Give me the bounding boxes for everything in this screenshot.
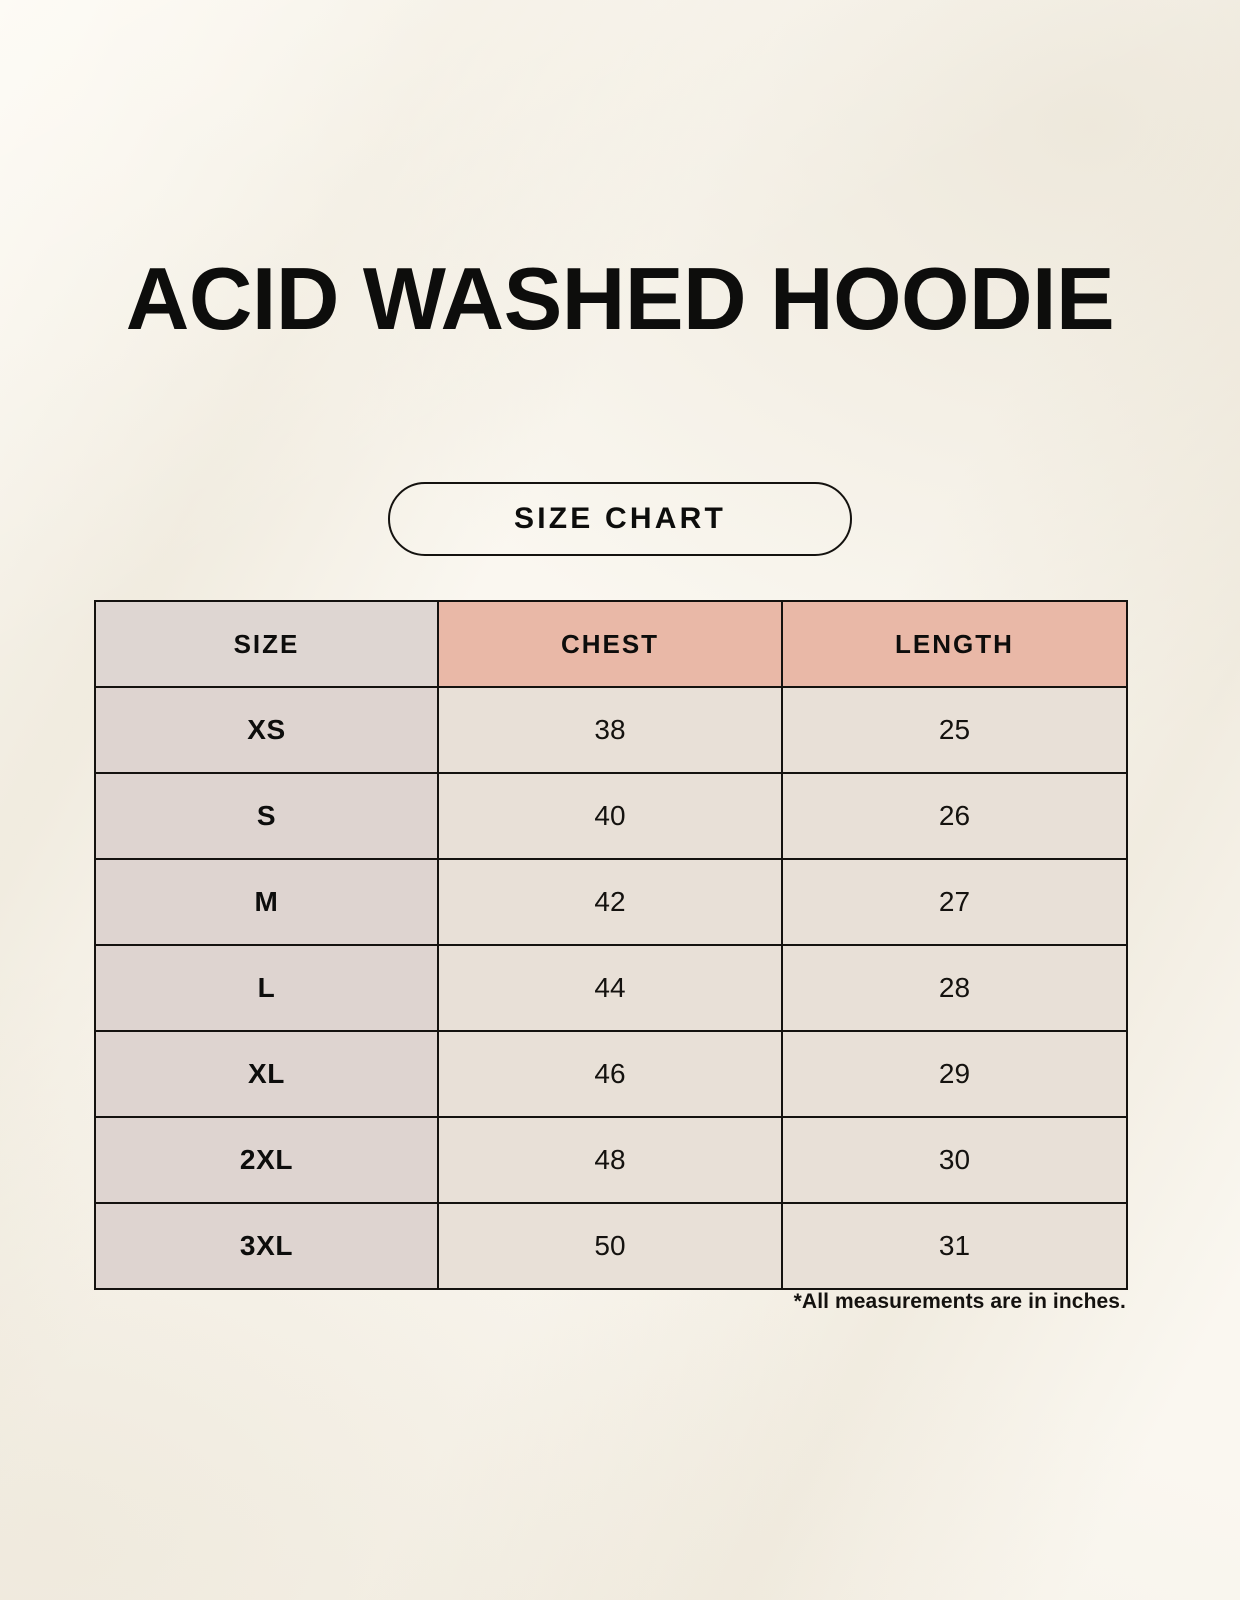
badge-row: SIZE CHART [0, 482, 1240, 556]
table-row: 2XL 48 30 [94, 1116, 1128, 1204]
measurement-note: *All measurements are in inches. [793, 1290, 1126, 1313]
cell-chest: 42 [437, 858, 783, 946]
cell-size: M [94, 858, 439, 946]
cell-size: S [94, 772, 439, 860]
table-row: L 44 28 [94, 944, 1128, 1032]
page-title: ACID WASHED HOODIE [125, 249, 1115, 348]
table-row: XL 46 29 [94, 1030, 1128, 1118]
cell-size: 2XL [94, 1116, 439, 1204]
cell-chest: 40 [437, 772, 783, 860]
cell-size: XL [94, 1030, 439, 1118]
table-row: 3XL 50 31 [94, 1202, 1128, 1290]
size-chart-badge: SIZE CHART [388, 482, 852, 556]
table-body: XS 38 25 S 40 26 M 42 27 L 44 28 [94, 686, 1128, 1290]
title-block: ACID WASHED HOODIE [0, 249, 1240, 348]
cell-size: 3XL [94, 1202, 439, 1290]
cell-chest: 50 [437, 1202, 783, 1290]
table-header-row: SIZE CHEST LENGTH [94, 600, 1128, 688]
cell-size: L [94, 944, 439, 1032]
cell-chest: 44 [437, 944, 783, 1032]
cell-chest: 46 [437, 1030, 783, 1118]
cell-chest: 48 [437, 1116, 783, 1204]
size-table-wrapper: SIZE CHEST LENGTH XS 38 25 S 40 26 M [94, 600, 1128, 1290]
table-row: XS 38 25 [94, 686, 1128, 774]
table-header: SIZE CHEST LENGTH [94, 600, 1128, 688]
cell-chest: 38 [437, 686, 783, 774]
table-row: S 40 26 [94, 772, 1128, 860]
cell-length: 26 [781, 772, 1128, 860]
table-row: M 42 27 [94, 858, 1128, 946]
cell-length: 29 [781, 1030, 1128, 1118]
size-table: SIZE CHEST LENGTH XS 38 25 S 40 26 M [94, 600, 1128, 1290]
column-header-chest: CHEST [437, 600, 783, 688]
cell-size: XS [94, 686, 439, 774]
cell-length: 27 [781, 858, 1128, 946]
cell-length: 28 [781, 944, 1128, 1032]
cell-length: 31 [781, 1202, 1128, 1290]
cell-length: 25 [781, 686, 1128, 774]
column-header-size: SIZE [94, 600, 439, 688]
cell-length: 30 [781, 1116, 1128, 1204]
column-header-length: LENGTH [781, 600, 1128, 688]
